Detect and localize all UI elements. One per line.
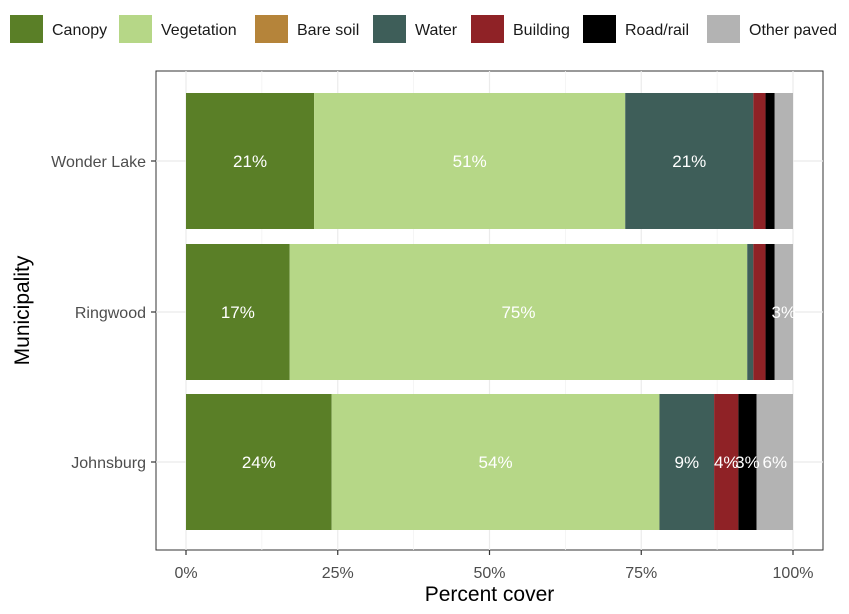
legend-swatch-building [471, 15, 504, 43]
bar-wonder-lake-other-paved [774, 93, 793, 229]
data-label: 6% [763, 453, 788, 472]
data-label: 3% [772, 303, 797, 322]
legend-label: Canopy [52, 22, 107, 39]
bar-labels: 21% 51% 21%17% 75% 3%24% 54% 9% 4%3% 6% [221, 152, 796, 472]
bar-wonder-lake-building [753, 93, 766, 229]
legend-swatch-canopy [10, 15, 43, 43]
legend-label: Road/rail [625, 22, 689, 39]
x-axis-title: Percent cover [425, 583, 555, 606]
legend-label: Bare soil [297, 22, 359, 39]
data-label: 75% [501, 303, 535, 322]
bar-ringwood-building [753, 244, 766, 380]
bar-ringwood-road-rail [765, 244, 775, 380]
bar-johnsburg-road-rail [738, 394, 757, 530]
bar-johnsburg-water [659, 394, 715, 530]
bar-johnsburg-vegetation [331, 394, 660, 530]
legend-swatch-other-paved [707, 15, 740, 43]
bar-johnsburg-building [714, 394, 739, 530]
y-tick-label: Ringwood [75, 305, 146, 322]
legend: Canopy Vegetation Bare soil Water Building Ro… [10, 15, 837, 43]
x-tick-label: 25% [322, 565, 354, 582]
bar-ringwood-canopy [186, 244, 290, 380]
x-tick-label: 50% [473, 565, 505, 582]
y-tick-label: Wonder Lake [51, 154, 146, 171]
data-label: 3% [735, 453, 760, 472]
data-label: 54% [479, 453, 513, 472]
data-label: 21% [672, 152, 706, 171]
data-label: 4% [714, 453, 739, 472]
bar-wonder-lake-road-rail [765, 93, 775, 229]
legend-label: Vegetation [161, 22, 237, 39]
bar-ringwood-water [747, 244, 754, 380]
legend-swatch-water [373, 15, 406, 43]
x-tick-label: 100% [773, 565, 814, 582]
data-label: 17% [221, 303, 255, 322]
data-label: 21% [233, 152, 267, 171]
bar-ringwood-vegetation [289, 244, 748, 380]
bar-johnsburg-canopy [186, 394, 332, 530]
y-axis-title: Municipality [11, 255, 34, 365]
legend-swatch-road-rail [583, 15, 616, 43]
data-label: 24% [242, 453, 276, 472]
x-axis: 0% 25% 50% 75% 100% [174, 550, 813, 582]
x-tick-label: 0% [174, 565, 197, 582]
bar-johnsburg-other-paved [756, 394, 793, 530]
legend-label: Other paved [749, 22, 837, 39]
data-label: 9% [674, 453, 699, 472]
bars [186, 93, 793, 530]
legend-swatch-vegetation [119, 15, 152, 43]
legend-label: Building [513, 22, 570, 39]
data-label: 51% [453, 152, 487, 171]
bar-ringwood-other-paved [774, 244, 793, 380]
bar-wonder-lake-canopy [186, 93, 315, 229]
legend-label: Water [415, 22, 458, 39]
x-tick-label: 75% [625, 565, 657, 582]
bar-wonder-lake-water [625, 93, 754, 229]
y-tick-label: Johnsburg [71, 455, 146, 472]
y-axis: Wonder Lake Ringwood Johnsburg [51, 154, 156, 472]
bar-wonder-lake-vegetation [314, 93, 626, 229]
legend-swatch-bare-soil [255, 15, 288, 43]
